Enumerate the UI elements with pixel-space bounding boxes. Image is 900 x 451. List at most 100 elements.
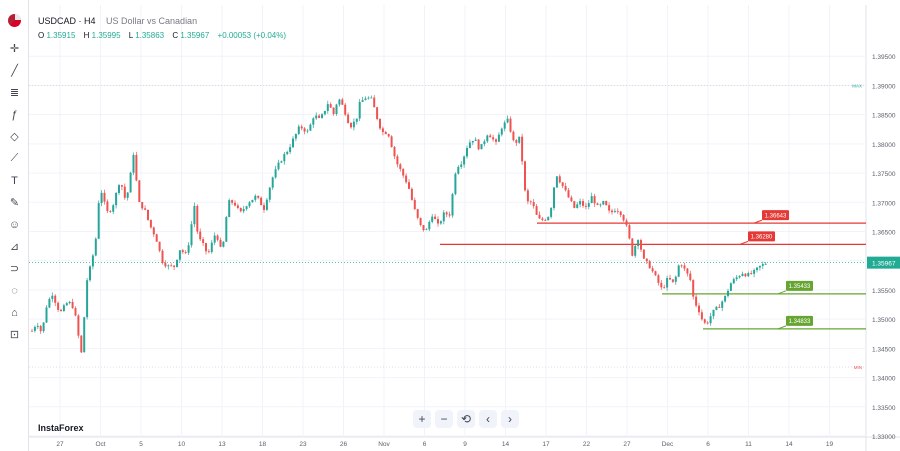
candle-body (144, 208, 147, 210)
candle-body (466, 147, 468, 157)
candle-body (680, 265, 683, 267)
candle-body (167, 265, 170, 267)
candle-body (344, 104, 347, 115)
candle-body (529, 201, 532, 203)
ruler-icon[interactable]: ⊿ (9, 241, 20, 253)
candle-body (260, 197, 263, 206)
measure-icon[interactable]: ⟋ (10, 152, 19, 164)
candle-body (222, 241, 225, 247)
zoom-in-button[interactable]: + (413, 410, 431, 428)
high-key: H (83, 31, 90, 40)
candle-body (764, 263, 767, 265)
x-tick-label: 13 (218, 441, 226, 448)
drawing-toolbar: ✛ ╱ ≣ ƒ ◇ ⟋ T ✎ ☺ ⊿ ⊃ ◌ ⌂ ⊡ (0, 0, 29, 451)
candle-body (613, 211, 616, 213)
level-label: 1.34833 (789, 319, 811, 325)
candle-body (553, 187, 555, 209)
level-label-box (762, 210, 789, 221)
emoji-icon[interactable]: ☺ (8, 218, 21, 231)
candle-body (254, 195, 257, 200)
candle-body (242, 208, 245, 212)
candle-body (669, 277, 671, 280)
zoom-out-button[interactable]: − (435, 410, 453, 428)
candle-body (245, 206, 248, 209)
candle-body (509, 118, 512, 132)
crosshair-icon[interactable]: ✛ (9, 43, 20, 55)
candle-body (109, 211, 112, 212)
candle-body (265, 199, 268, 210)
pattern-icon[interactable]: ◇ (10, 131, 19, 143)
candle-body (173, 265, 176, 267)
candle-body (234, 202, 236, 206)
candle-body (541, 218, 544, 220)
eye-off-icon[interactable]: ◌ (11, 284, 18, 297)
candle-body (361, 100, 364, 102)
candle-body (176, 259, 178, 267)
candle-body (544, 219, 547, 221)
candle-body (83, 317, 86, 353)
candle-body (161, 250, 164, 264)
candle-body (732, 279, 735, 284)
candle-body (579, 201, 582, 205)
candle-body (312, 118, 315, 125)
candle-body (689, 273, 692, 280)
candle-body (155, 234, 158, 242)
candle-body (106, 201, 109, 212)
lock-icon[interactable]: ⌂ (11, 306, 18, 319)
scroll-back-button[interactable]: ‹ (479, 410, 497, 428)
candle-body (535, 206, 538, 215)
scroll-forward-button[interactable]: › (501, 410, 519, 428)
candle-body (405, 175, 408, 183)
candle-body (205, 243, 207, 252)
candle-body (582, 201, 584, 206)
candle-body (503, 122, 506, 129)
magnet-icon[interactable]: ⊃ (9, 263, 20, 275)
x-tick-label: 14 (502, 441, 510, 448)
candle-body (297, 126, 300, 134)
candle-body (741, 273, 744, 276)
candle-body (695, 296, 698, 306)
candle-body (654, 271, 657, 276)
candle-body (164, 263, 167, 267)
text-icon[interactable]: T (11, 174, 18, 187)
candle-body (283, 154, 286, 162)
candle-body (410, 188, 413, 200)
candle-body (474, 139, 477, 141)
candle-body (532, 201, 535, 207)
reset-button[interactable]: ⟲ (457, 410, 475, 428)
trend-line-icon[interactable]: ╱ (11, 65, 18, 77)
candle-body (358, 101, 361, 119)
candle-body (54, 295, 57, 303)
candle-body (677, 265, 680, 277)
level-label: 1.36643 (765, 213, 787, 219)
candle-body (31, 330, 33, 332)
candle-body (419, 217, 422, 226)
brush-icon[interactable]: ƒ (11, 108, 18, 121)
candle-body (573, 201, 576, 208)
fib-icon[interactable]: ≣ (9, 87, 20, 99)
candle-body (744, 273, 747, 277)
candle-body (518, 136, 521, 143)
y-tick-label: 1.33500 (872, 405, 896, 412)
candle-body (439, 221, 442, 224)
candle-body (634, 245, 637, 256)
candle-body (152, 227, 155, 235)
candle-body (126, 192, 129, 198)
candle-body (306, 130, 309, 132)
candle-body (448, 214, 451, 216)
x-tick-label: 19 (826, 441, 834, 448)
candle-body (402, 168, 405, 176)
x-tick-label: 5 (139, 441, 143, 448)
candle-body (225, 217, 228, 242)
pen-icon[interactable]: ✎ (9, 197, 20, 209)
trash-icon[interactable]: ⊡ (9, 329, 20, 341)
candle-body (248, 202, 251, 207)
candle-body (645, 258, 648, 262)
candle-body (135, 154, 138, 181)
candle-body (147, 209, 149, 220)
candle-body (158, 241, 161, 251)
candle-body (132, 154, 135, 173)
candle-body (584, 205, 587, 207)
